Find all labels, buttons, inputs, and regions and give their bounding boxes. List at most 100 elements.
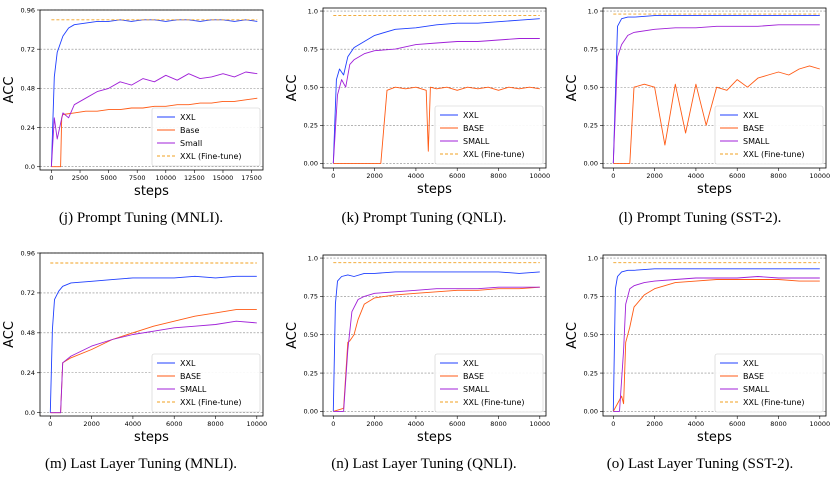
legend-entry: SMALL <box>180 385 207 394</box>
y-tick-label: 0.25 <box>584 369 598 377</box>
x-tick-label: 10000 <box>529 420 550 428</box>
legend-entry: XXL <box>743 359 759 368</box>
y-tick-label: 0.50 <box>584 84 598 92</box>
x-tick-label: 2000 <box>366 172 383 180</box>
x-tick-label: 6000 <box>729 172 746 180</box>
legend-entry: XXL (Fine-tune) <box>463 150 525 159</box>
y-axis-label: ACC <box>565 322 580 349</box>
series-line-small <box>50 320 257 414</box>
x-tick-label: 15000 <box>213 174 234 182</box>
legend: XXL BASE SMALL XXL (Fine-tune) <box>714 105 824 165</box>
legend-entry: BASE <box>463 372 484 381</box>
x-tick-label: 4000 <box>688 172 705 180</box>
y-axis-label: ACC <box>285 75 300 102</box>
x-tick-label: 17500 <box>241 174 262 182</box>
series-line-small <box>333 286 540 412</box>
series-line-base <box>333 86 540 164</box>
x-tick-label: 5000 <box>100 174 117 182</box>
legend: XXL Base Small XXL (Fine-tune) <box>151 107 261 167</box>
legend-entry: XXL (Fine-tune) <box>743 150 805 159</box>
panel-caption: (n) Last Layer Tuning (QNLI). <box>331 456 516 472</box>
legend-box <box>151 107 261 167</box>
x-tick-label: 8000 <box>770 172 787 180</box>
series-line-small <box>50 71 258 167</box>
chart-panel-4: 0.00 0.25 0.50 0.75 1.0 0 2000 4000 6000 8000 1000… <box>285 254 550 472</box>
legend: XXL BASE SMALL XXL (Fine-tune) <box>714 353 824 413</box>
legend-entry: BASE <box>743 372 764 381</box>
legend-entry: XXL <box>463 111 479 120</box>
x-tick-label: 6000 <box>729 420 746 428</box>
legend-entry: XXL <box>180 113 196 122</box>
panel-caption: (m) Last Layer Tuning (MNLI). <box>45 456 237 472</box>
legend-entry: XXL (Fine-tune) <box>463 398 525 407</box>
x-tick-label: 10000 <box>246 420 267 428</box>
y-tick-label: 0.50 <box>584 331 598 339</box>
legend-entry: Small <box>180 139 202 148</box>
legend-entry: SMALL <box>463 385 490 394</box>
chart-panel-2: 0.00 0.25 0.50 0.75 1.0 0 2000 4000 6000 8000 1000… <box>565 7 830 226</box>
plot-frame <box>322 254 547 417</box>
legend-entry: BASE <box>743 124 764 133</box>
legend-entry: XXL (Fine-tune) <box>743 398 805 407</box>
x-tick-label: 7500 <box>129 174 146 182</box>
legend-entry: XXL <box>743 111 759 120</box>
series-line-xxl <box>49 275 257 413</box>
series-line-small <box>332 38 540 164</box>
legend: XXL BASE SMALL XXL (Fine-tune) <box>434 353 544 413</box>
x-tick-label: 0 <box>331 172 335 180</box>
y-tick-label: 0.96 <box>21 6 35 14</box>
y-tick-label: 0.72 <box>21 289 35 297</box>
legend-entry: BASE <box>180 372 201 381</box>
x-axis-label: steps <box>417 182 452 197</box>
plot-frame <box>322 7 547 169</box>
y-tick-label: 0.25 <box>304 369 318 377</box>
legend-box <box>714 353 824 413</box>
series-line-base <box>613 65 820 164</box>
series-line-xxl <box>332 18 540 164</box>
x-tick-label: 4000 <box>408 172 425 180</box>
panel-caption: (l) Prompt Tuning (SST-2). <box>619 210 782 226</box>
legend-box <box>434 105 544 165</box>
x-tick-label: 2000 <box>646 420 663 428</box>
x-axis-label: steps <box>697 182 732 197</box>
chart-panel-3: 0.0 0.24 0.48 0.72 0.96 0 2000 4000 6000 8000 1000… <box>2 249 267 472</box>
y-tick-label: 0.96 <box>21 249 35 257</box>
plot-frame <box>602 254 827 417</box>
x-tick-label: 0 <box>48 420 52 428</box>
legend-box <box>434 353 544 413</box>
y-tick-label: 0.75 <box>584 45 598 53</box>
series-line-base <box>51 97 258 168</box>
legend-entry: Base <box>180 126 200 135</box>
y-axis-label: ACC <box>285 322 300 349</box>
x-tick-label: 8000 <box>770 420 787 428</box>
x-axis-label: steps <box>134 184 169 199</box>
y-tick-label: 1.0 <box>588 254 598 262</box>
y-tick-label: 0.25 <box>304 122 318 130</box>
chart-panel-5: 0.00 0.25 0.50 0.75 1.0 0 2000 4000 6000 8000 1000… <box>565 254 830 472</box>
x-axis-label: steps <box>134 430 169 445</box>
legend-entry: XXL (Fine-tune) <box>180 398 242 407</box>
y-tick-label: 0.0 <box>25 163 35 171</box>
series-line-xxl <box>612 15 820 164</box>
x-tick-label: 6000 <box>449 420 466 428</box>
plot-frame <box>39 9 264 171</box>
x-tick-label: 2000 <box>366 420 383 428</box>
y-tick-label: 0.50 <box>304 84 318 92</box>
panel-caption: (j) Prompt Tuning (MNLI). <box>59 210 223 226</box>
y-tick-label: 1.0 <box>308 254 318 262</box>
x-tick-label: 8000 <box>490 172 507 180</box>
plot-frame <box>39 252 264 417</box>
x-tick-label: 0 <box>331 420 335 428</box>
x-tick-label: 2500 <box>72 174 89 182</box>
y-tick-label: 0.00 <box>304 160 318 168</box>
x-tick-label: 10000 <box>809 172 830 180</box>
legend-box <box>151 353 261 413</box>
series-line-small <box>613 276 820 412</box>
series-line-xxl <box>332 271 540 412</box>
y-tick-label: 0.75 <box>304 293 318 301</box>
y-tick-label: 1.0 <box>308 7 318 15</box>
y-tick-label: 0.48 <box>21 329 35 337</box>
x-tick-label: 4000 <box>688 420 705 428</box>
x-tick-label: 8000 <box>207 420 224 428</box>
